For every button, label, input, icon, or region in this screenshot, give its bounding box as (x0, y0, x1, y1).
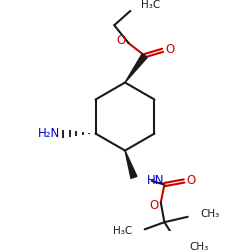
Text: O: O (187, 174, 196, 186)
Text: CH₃: CH₃ (190, 242, 209, 250)
Polygon shape (125, 54, 147, 82)
Text: H₃C: H₃C (141, 0, 160, 10)
Text: H₃C: H₃C (113, 226, 132, 236)
Text: O: O (149, 199, 158, 212)
Text: H₂N: H₂N (38, 127, 60, 140)
Text: O: O (165, 43, 174, 56)
Polygon shape (125, 150, 137, 178)
Text: HN: HN (146, 174, 164, 186)
Text: CH₃: CH₃ (200, 209, 220, 219)
Text: O: O (117, 34, 126, 47)
